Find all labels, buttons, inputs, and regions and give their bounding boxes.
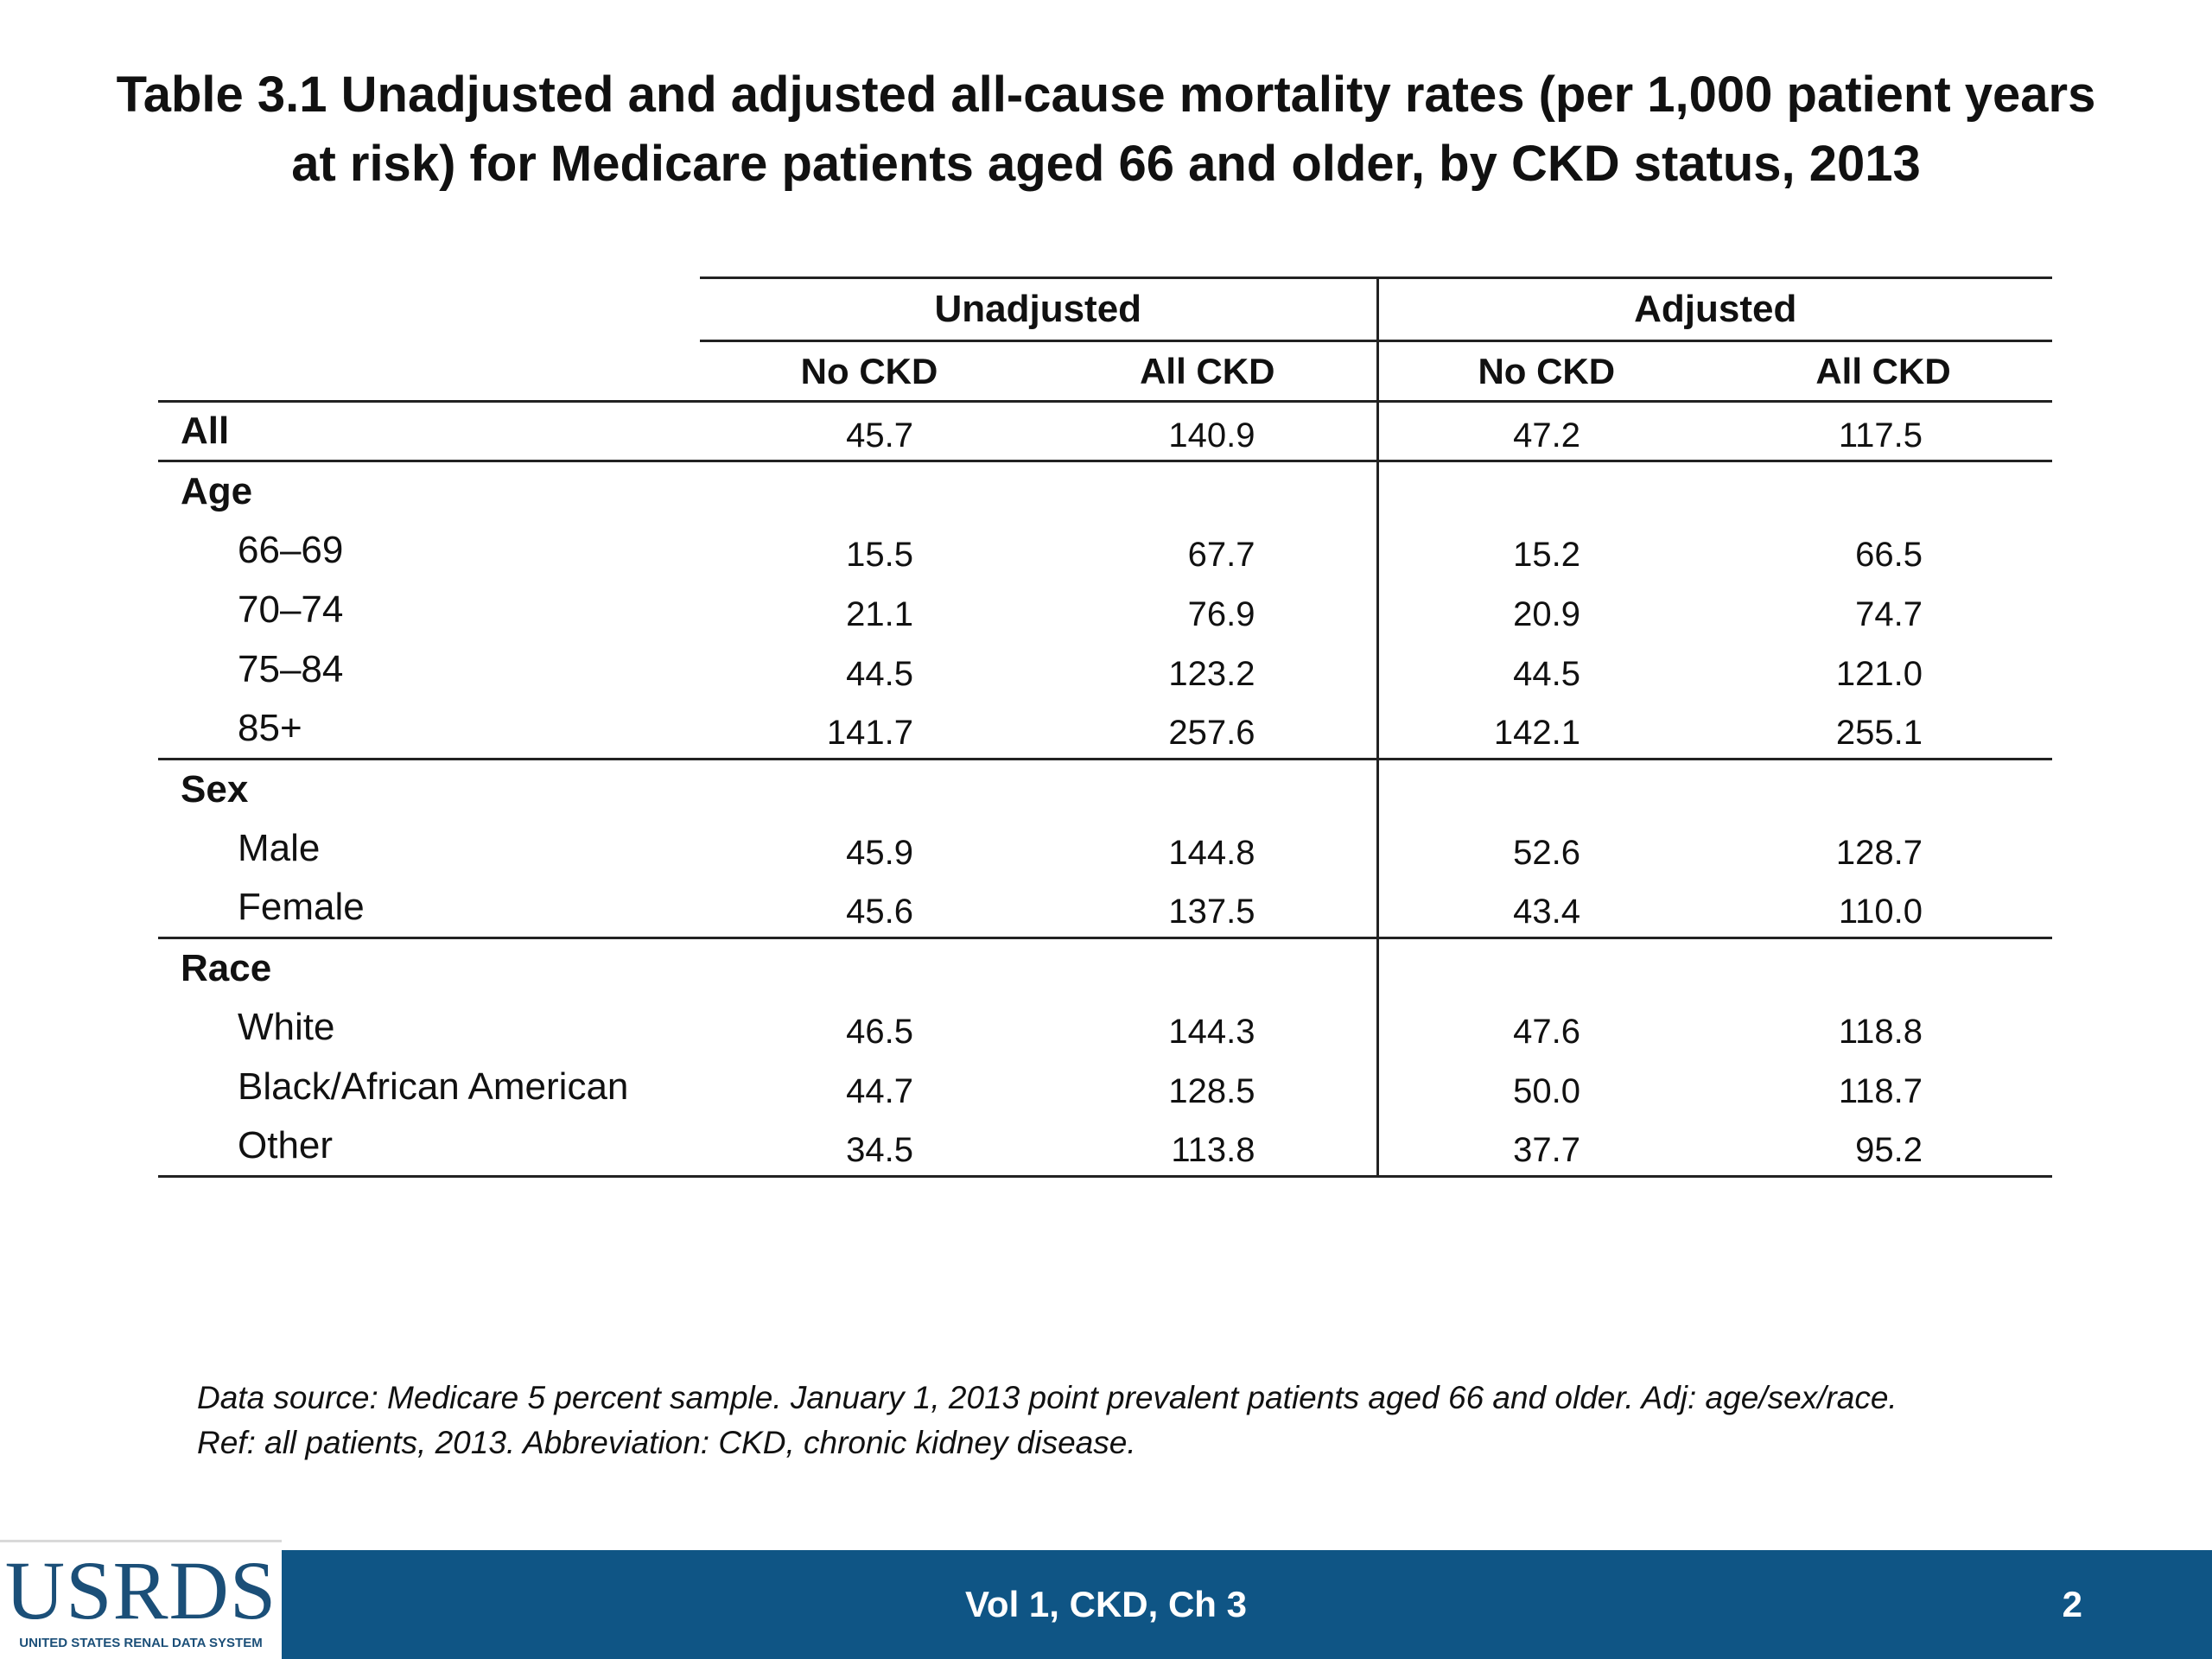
table-cell: 128.5	[1168, 1071, 1255, 1110]
group-header-adjusted: Adjusted	[1376, 276, 2053, 342]
mortality-rates-table: Unadjusted Adjusted No CKD All CKD No CK…	[158, 276, 2053, 1178]
table-cell: 47.2	[1376, 401, 1715, 462]
table-cell: 95.2	[1714, 1116, 2053, 1178]
table-cell: 20.9	[1376, 580, 1715, 640]
table-cell: 123.2	[1168, 654, 1255, 693]
row-label: All	[158, 401, 700, 462]
row-label: White	[238, 1006, 335, 1048]
source-note-line-2: Ref: all patients, 2013. Abbreviation: C…	[197, 1425, 1136, 1460]
table-row: 70–74 21.1 76.9 20.9 74.7	[158, 580, 2052, 640]
table-cell: 47.6	[1376, 997, 1715, 1058]
table-row: Black/African American 44.7 128.5 50.0 1…	[158, 1057, 2052, 1117]
table-row: Male 45.9 144.8 52.6 128.7	[158, 818, 2052, 879]
usrds-logo: USRDS UNITED STATES RENAL DATA SYSTEM	[0, 1540, 282, 1659]
table-cell: 144.8	[1168, 833, 1255, 872]
row-category-label: Race	[181, 946, 272, 989]
row-label: Female	[158, 878, 700, 939]
row-label: 85+	[158, 699, 700, 760]
table-cell: 44.5	[1376, 639, 1715, 700]
table-cell: 15.5	[846, 535, 913, 574]
row-label: Other	[158, 1116, 700, 1178]
table-row: Sex	[158, 759, 2052, 819]
table-row: Race	[158, 938, 2052, 998]
table-cell: 144.3	[1168, 1012, 1255, 1051]
table-cell: 50.0	[1376, 1057, 1715, 1117]
table-cell: 37.7	[1376, 1116, 1715, 1178]
column-header-adjusted-all-ckd: All CKD	[1714, 340, 2053, 403]
table-column-header-row: No CKD All CKD No CKD All CKD	[158, 340, 2053, 403]
table-cell: 45.6	[700, 878, 1039, 939]
table-group-header-row: Unadjusted Adjusted	[158, 276, 2053, 342]
title-line-2: at risk) for Medicare patients aged 66 a…	[291, 136, 1921, 192]
header-blank-cell	[158, 340, 700, 403]
table-cell: 76.9	[1187, 594, 1255, 633]
table-row: 85+ 141.7 257.6 142.1 255.1	[158, 699, 2053, 760]
data-source-note: Data source: Medicare 5 percent sample. …	[197, 1376, 2098, 1465]
table-cell: 257.6	[1039, 699, 1378, 760]
table-row: Other 34.5 113.8 37.7 95.2	[158, 1116, 2053, 1178]
table-cell: 52.6	[1376, 818, 1715, 879]
column-header-unadjusted-no-ckd: No CKD	[700, 340, 1039, 403]
row-category-label: Sex	[181, 767, 249, 810]
table-cell: 110.0	[1714, 878, 2053, 939]
group-header-unadjusted: Unadjusted	[700, 276, 1378, 342]
row-label: 70–74	[238, 588, 344, 631]
table-cell: 118.8	[1838, 1012, 1923, 1051]
footer-section-label: Vol 1, CKD, Ch 3	[965, 1584, 1247, 1624]
footer-bar	[0, 1550, 2212, 1659]
table-cell: 118.7	[1838, 1071, 1923, 1110]
row-label: Male	[238, 827, 321, 869]
footer-page-number: 2	[2062, 1584, 2082, 1624]
row-label: 75–84	[238, 648, 344, 690]
table-cell: 142.1	[1376, 699, 1715, 760]
table-cell: 74.7	[1855, 594, 1923, 633]
row-label: 66–69	[238, 529, 344, 571]
table-cell: 137.5	[1039, 878, 1378, 939]
table-cell: 21.1	[846, 594, 913, 633]
table-cell: 255.1	[1714, 699, 2053, 760]
source-note-line-1: Data source: Medicare 5 percent sample. …	[197, 1380, 1897, 1415]
row-label: Black/African American	[238, 1065, 629, 1108]
table-row: 75–84 44.5 123.2 44.5 121.0	[158, 639, 2052, 700]
table-cell: 141.7	[700, 699, 1039, 760]
table-cell: 45.9	[846, 833, 913, 872]
table-cell: 44.7	[846, 1071, 913, 1110]
page-title: Table 3.1 Unadjusted and adjusted all-ca…	[78, 60, 2134, 199]
column-header-adjusted-no-ckd: No CKD	[1376, 340, 1715, 403]
table-cell: 66.5	[1855, 535, 1923, 574]
table-row: All 45.7 140.9 47.2 117.5	[158, 401, 2053, 462]
table-cell: 43.4	[1376, 878, 1715, 939]
table-cell: 67.7	[1187, 535, 1255, 574]
row-category-label: Age	[181, 469, 253, 512]
table-row: White 46.5 144.3 47.6 118.8	[158, 997, 2052, 1058]
table-cell: 46.5	[846, 1012, 913, 1051]
table-cell: 121.0	[1835, 654, 1923, 693]
table-cell: 34.5	[700, 1116, 1039, 1178]
table-cell: 45.7	[700, 401, 1039, 462]
logo-wordmark: USRDS	[4, 1544, 277, 1637]
table-cell: 117.5	[1714, 401, 2053, 462]
title-line-1: Table 3.1 Unadjusted and adjusted all-ca…	[116, 67, 2096, 123]
table-cell: 15.2	[1376, 520, 1715, 581]
header-blank-cell	[158, 278, 700, 341]
table-cell: 44.5	[846, 654, 913, 693]
logo-subtitle: UNITED STATES RENAL DATA SYSTEM	[19, 1636, 263, 1650]
table-row: Female 45.6 137.5 43.4 110.0	[158, 878, 2053, 939]
table-row: Age	[158, 461, 2052, 521]
column-header-unadjusted-all-ckd: All CKD	[1039, 340, 1378, 403]
table-cell: 140.9	[1039, 401, 1378, 462]
table-cell: 128.7	[1835, 833, 1923, 872]
table-row: 66–69 15.5 67.7 15.2 66.5	[158, 520, 2052, 581]
table-cell: 113.8	[1039, 1116, 1378, 1178]
